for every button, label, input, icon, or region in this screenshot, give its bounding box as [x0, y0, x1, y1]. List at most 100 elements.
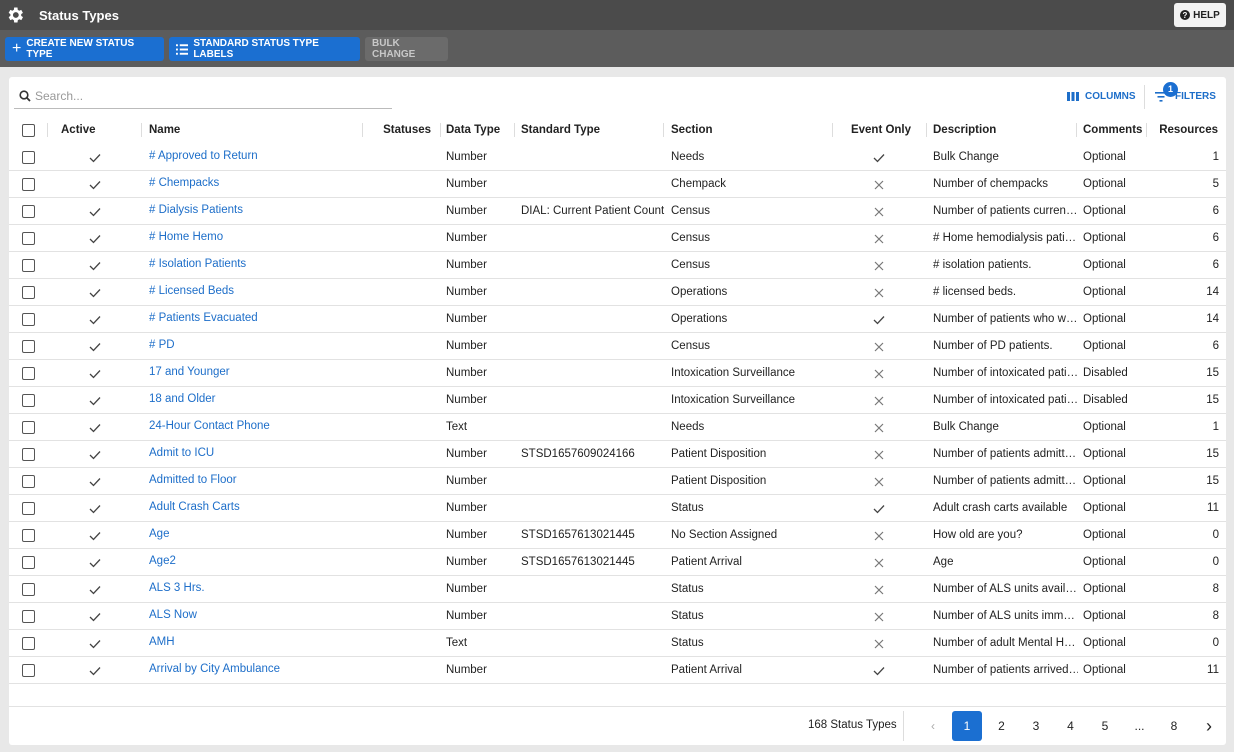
row-checkbox[interactable] [22, 394, 35, 407]
help-button[interactable]: ? HELP [1174, 3, 1226, 27]
check-icon [89, 154, 101, 163]
labels-button[interactable]: STANDARD STATUS TYPE LABELS [169, 37, 360, 61]
row-checkbox[interactable] [22, 421, 35, 434]
columns-button[interactable]: COLUMNS [1067, 91, 1136, 102]
column-header[interactable]: Resources [1159, 124, 1218, 136]
row-checkbox[interactable] [22, 502, 35, 515]
row-checkbox[interactable] [22, 367, 35, 380]
check-icon [89, 181, 101, 190]
column-header[interactable]: Section [671, 124, 713, 136]
page-button[interactable]: 2 [998, 719, 1005, 733]
row-checkbox[interactable] [22, 556, 35, 569]
row-checkbox[interactable] [22, 475, 35, 488]
section: Status [671, 502, 704, 514]
row-checkbox[interactable] [22, 259, 35, 272]
row-checkbox[interactable] [22, 286, 35, 299]
table-row: # Isolation Patients Number Census # isolat… [9, 252, 1226, 279]
row-checkbox[interactable] [22, 448, 35, 461]
active-icon [89, 153, 101, 163]
status-name[interactable]: # Dialysis Patients [149, 204, 243, 216]
resources: 14 [1206, 286, 1219, 298]
page-button[interactable]: 5 [1101, 719, 1109, 733]
page-button[interactable]: 4 [1067, 719, 1074, 733]
cross-icon [874, 288, 884, 298]
description: Number of patients admitt… [933, 448, 1077, 460]
row-checkbox[interactable] [22, 205, 35, 218]
section: Census [671, 232, 710, 244]
row-checkbox[interactable] [22, 583, 35, 596]
cross-icon [874, 450, 884, 460]
status-name[interactable]: 24-Hour Contact Phone [149, 420, 270, 432]
column-header[interactable]: Standard Type [521, 124, 601, 136]
next-page[interactable]: › [1206, 716, 1212, 736]
column-header[interactable]: Name [149, 124, 181, 136]
status-name[interactable]: # Patients Evacuated [149, 312, 258, 324]
status-name[interactable]: Admitted to Floor [149, 474, 237, 486]
comments: Optional [1083, 637, 1126, 649]
row-checkbox[interactable] [22, 637, 35, 650]
status-name[interactable]: ALS Now [149, 609, 197, 621]
page-button[interactable]: 8 [1170, 719, 1178, 733]
table-row: Adult Crash Carts Number Status Adult crash… [9, 495, 1226, 522]
standard-type: STSD1657613021445 [521, 529, 635, 541]
section: Operations [671, 313, 728, 325]
data-type: Number [446, 502, 487, 514]
column-header[interactable]: Description [933, 124, 997, 136]
description: Number of patients arrived… [933, 664, 1078, 676]
status-name[interactable]: Admit to ICU [149, 447, 215, 459]
status-name[interactable]: ALS 3 Hrs. [149, 582, 205, 594]
status-name[interactable]: # Licensed Beds [149, 285, 235, 297]
check-icon [89, 559, 101, 568]
footer-line [9, 706, 1226, 707]
status-name[interactable]: # Home Hemo [149, 231, 224, 243]
status-name[interactable]: # Approved to Return [149, 150, 258, 162]
row-checkbox[interactable] [22, 610, 35, 623]
bulk-button[interactable]: BULK CHANGE [365, 37, 448, 61]
resources: 0 [1212, 556, 1219, 568]
column-header[interactable]: Data Type [446, 124, 501, 136]
select-all-checkbox[interactable] [22, 124, 35, 137]
resources: 6 [1212, 232, 1219, 244]
status-name[interactable]: # PD [149, 339, 175, 351]
prev-page[interactable]: ‹ [931, 719, 935, 733]
row-checkbox[interactable] [22, 664, 35, 677]
event-only-icon [873, 207, 885, 217]
table-row: # Home Hemo Number Census # Home hemodialys… [9, 225, 1226, 252]
status-name[interactable]: Adult Crash Carts [149, 501, 240, 513]
column-header[interactable]: Comments [1083, 124, 1143, 136]
row-checkbox[interactable] [22, 529, 35, 542]
data-type: Number [446, 151, 487, 163]
column-header[interactable]: Statuses [383, 124, 431, 136]
event-only-icon [873, 180, 885, 190]
status-name[interactable]: Arrival by City Ambulance [149, 663, 281, 675]
row-checkbox[interactable] [22, 178, 35, 191]
filters-button[interactable]: FILTERS [1155, 91, 1216, 102]
status-name[interactable]: 17 and Younger [149, 366, 230, 378]
active-icon [89, 207, 101, 217]
page-button[interactable]: 3 [1032, 719, 1040, 733]
status-name[interactable]: # Isolation Patients [149, 258, 247, 270]
comments: Optional [1083, 286, 1126, 298]
page-button[interactable]: ... [1134, 719, 1145, 733]
section: Intoxication Surveillance [671, 367, 796, 379]
description: # isolation patients. [933, 259, 1032, 271]
status-name[interactable]: AMH [149, 636, 175, 648]
create-button[interactable]: + CREATE NEW STATUS TYPE [5, 37, 164, 61]
event-only-icon [873, 153, 885, 163]
section: Patient Disposition [671, 475, 767, 487]
page-button[interactable]: 1 [952, 711, 982, 741]
status-name[interactable]: Age [149, 528, 170, 540]
column-header[interactable]: Active [61, 124, 96, 136]
table-row: AMH Text Status Number of adult Mental H… Op… [9, 630, 1226, 657]
status-name[interactable]: Age2 [149, 555, 176, 567]
search-field[interactable]: Search... [14, 83, 392, 109]
row-checkbox[interactable] [22, 232, 35, 245]
status-name[interactable]: # Chempacks [149, 177, 220, 189]
status-name[interactable]: 18 and Older [149, 393, 216, 405]
columns-label: COLUMNS [1085, 91, 1136, 102]
row-checkbox[interactable] [22, 151, 35, 164]
row-checkbox[interactable] [22, 313, 35, 326]
column-header[interactable]: Event Only [850, 124, 912, 136]
search-icon [19, 90, 31, 102]
row-checkbox[interactable] [22, 340, 35, 353]
